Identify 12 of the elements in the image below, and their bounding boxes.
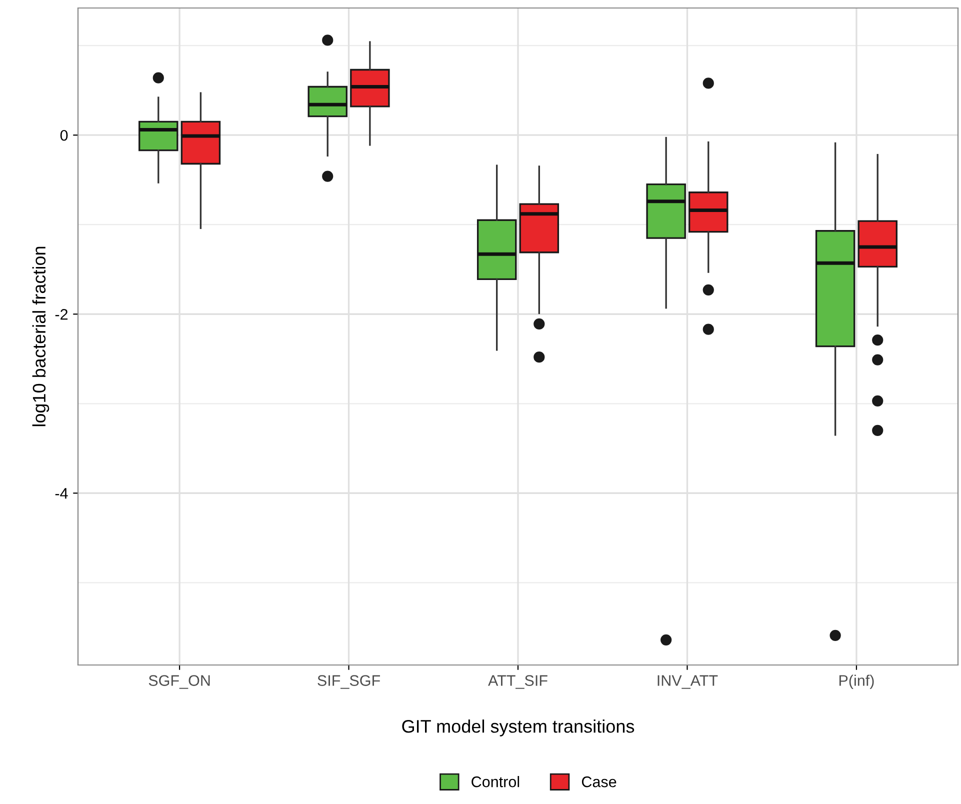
- x-axis-title: GIT model system transitions: [402, 720, 634, 736]
- legend-label: Case: [582, 776, 616, 788]
- y-tick-label: -2: [55, 308, 68, 320]
- x-tick-label: INV_ATT: [658, 675, 718, 689]
- y-tick-label: 0: [60, 130, 68, 141]
- x-tick-label: ATT_SIF: [488, 675, 548, 689]
- x-tick-label: P(inf): [839, 674, 874, 689]
- x-tick-label: SIF_SGF: [318, 675, 380, 689]
- legend-label: Control: [472, 776, 520, 788]
- y-tick-label: -4: [55, 488, 68, 499]
- y-axis-title: log10 bacterial fraction: [32, 246, 50, 426]
- x-tick-label: SGF_ON: [148, 675, 210, 689]
